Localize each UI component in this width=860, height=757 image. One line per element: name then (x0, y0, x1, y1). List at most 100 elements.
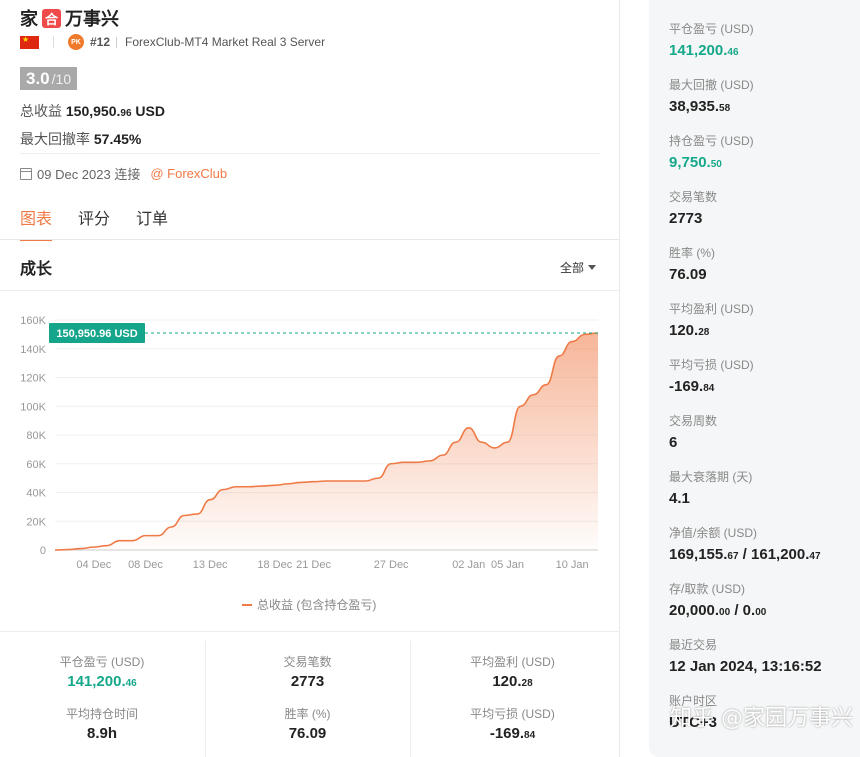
summary-value: 8.9h (86, 725, 117, 742)
range-dropdown[interactable]: 全部 (560, 259, 597, 276)
tab-chart[interactable]: 图表 (20, 205, 53, 241)
sidebar-stat-label: 持仓盈亏 (USD) (669, 134, 754, 148)
account-panel: 家 合 万事兴 PK #12 ForexClub-MT4 Market Real… (0, 0, 619, 757)
total-profit-label: 总收益 (20, 103, 62, 119)
connect-info: 09 Dec 2023 连接 @ ForexClub (20, 164, 227, 183)
summary-item: 交易笔数 2773 (206, 653, 409, 690)
china-flag-icon (20, 35, 39, 49)
y-tick-label: 100K (20, 401, 46, 413)
stats-sidebar: 平仓盈亏 (USD) 141,200.46 最大回撤 (USD) 38,935.58 持… (649, 0, 860, 757)
sidebar-stat-value: 38,935.58 (669, 98, 731, 115)
summary-value: 141,200.46 (67, 673, 137, 690)
summary-label: 平均持仓时间 (65, 707, 138, 721)
sidebar-stat: 净值/余额 (USD) 169,155.67 / 161,200.47 (669, 524, 821, 563)
sidebar-stat-value: 2773 (669, 210, 703, 227)
max-dd-value: 57.45% (93, 131, 142, 147)
sidebar-stat: 持仓盈亏 (USD) 9,750.50 (669, 132, 754, 171)
sidebar-stat-label: 平均盈利 (USD) (669, 302, 754, 316)
sidebar-stat: 交易周数 6 (669, 412, 717, 451)
account-meta: PK #12 ForexClub-MT4 Market Real 3 Serve… (20, 34, 325, 50)
sidebar-stat: 最近交易 12 Jan 2024, 13:16:52 (669, 636, 822, 675)
sidebar-stat-label: 最大衰落期 (天) (669, 470, 753, 484)
sidebar-stat-value: 169,155.67 / 161,200.47 (669, 546, 821, 563)
total-profit: 总收益 150,950.96 USD (20, 101, 165, 121)
y-tick-label: 0 (40, 545, 46, 557)
summary-label: 平仓盈亏 (USD) (59, 655, 145, 669)
sidebar-stat-value: 12 Jan 2024, 13:16:52 (669, 658, 822, 675)
range-dropdown-label: 全部 (560, 261, 585, 275)
sidebar-stat-label: 交易周数 (669, 414, 718, 428)
x-tick-label: 05 Jan (491, 559, 524, 571)
x-tick-label: 08 Dec (128, 559, 163, 571)
sidebar-stat: 账户时区 UTC+3 (669, 692, 717, 731)
sidebar-stat: 最大回撤 (USD) 38,935.58 (669, 76, 754, 115)
sidebar-stat: 平仓盈亏 (USD) 141,200.46 (669, 20, 754, 59)
summary-column: 交易笔数 2773 胜率 (%) 76.09 (205, 641, 409, 757)
rank-label: #12 (90, 35, 111, 49)
title-part-2: 万事兴 (65, 9, 119, 29)
summary-value: 76.09 (288, 725, 327, 742)
summary-label: 平均盈利 (USD) (470, 655, 555, 669)
calendar-icon (20, 167, 32, 180)
summary-item: 平仓盈亏 (USD) 141,200.46 (0, 653, 204, 690)
chevron-down-icon (588, 265, 597, 270)
sidebar-stat-value: 141,200.46 (669, 42, 739, 59)
x-tick-label: 21 Dec (296, 559, 331, 571)
server-name: ForexClub-MT4 Market Real 3 Server (125, 35, 326, 49)
legend-swatch (242, 603, 252, 606)
connect-date: 09 Dec 2023 连接 (37, 167, 141, 182)
divider (0, 239, 619, 240)
summary-value: 120.28 (492, 673, 533, 690)
y-tick-label: 40K (26, 488, 46, 500)
y-tick-label: 80K (26, 430, 46, 442)
total-profit-value: 150,950.96 USD (65, 103, 165, 119)
sidebar-stat: 胜率 (%) 76.09 (669, 244, 715, 283)
summary-grid: 平仓盈亏 (USD) 141,200.46 平均持仓时间 8.9h 交易笔数 2… (0, 641, 619, 757)
x-tick-label: 02 Jan (452, 559, 485, 571)
sidebar-stat-label: 最近交易 (669, 638, 718, 652)
summary-label: 胜率 (%) (284, 707, 331, 721)
account-title: 家 合 万事兴 (20, 5, 119, 31)
series-line (54, 332, 599, 551)
summary-item: 平均亏损 (USD) -169.84 (411, 705, 614, 742)
chart-legend[interactable]: 总收益 (包含持仓盈亏) (242, 596, 376, 613)
x-tick-label: 27 Dec (374, 559, 409, 571)
summary-item: 胜率 (%) 76.09 (206, 705, 409, 742)
sidebar-stat-label: 胜率 (%) (669, 246, 715, 260)
max-dd-label: 最大回撤率 (20, 131, 90, 147)
broker-link[interactable]: @ ForexClub (150, 166, 228, 181)
x-tick-label: 04 Dec (76, 559, 111, 571)
rating-value: 3.0 (26, 69, 50, 88)
sidebar-stat: 存/取款 (USD) 20,000.00 / 0.00 (669, 580, 766, 619)
sidebar-stat-value: 6 (669, 434, 678, 451)
tab-bar: 图表 评分 订单 (20, 205, 168, 241)
max-drawdown-rate: 最大回撤率 57.45% (20, 129, 141, 149)
x-tick-label: 13 Dec (193, 559, 228, 571)
y-tick-label: 140K (20, 344, 46, 356)
watermark: 知乎 @家园万事兴 (670, 706, 853, 731)
x-tick-label: 18 Dec (257, 559, 292, 571)
y-tick-label: 160K (20, 315, 46, 327)
divider (0, 290, 619, 291)
summary-item: 平均持仓时间 8.9h (0, 705, 204, 742)
sidebar-stat-value: 9,750.50 (669, 154, 722, 171)
sidebar-stat: 平均盈利 (USD) 120.28 (669, 300, 754, 339)
title-badge: 合 (42, 8, 61, 28)
sidebar-stat-label: 存/取款 (USD) (669, 582, 745, 596)
sidebar-stat-value: UTC+3 (669, 714, 717, 731)
rating-badge: 3.0 /10 (20, 67, 78, 90)
tab-orders[interactable]: 订单 (136, 211, 169, 228)
summary-value: 2773 (290, 673, 325, 690)
x-tick-label: 10 Jan (556, 559, 589, 571)
pk-icon[interactable]: PK (68, 34, 84, 50)
summary-column: 平均盈利 (USD) 120.28 平均亏损 (USD) -169.84 (410, 641, 614, 757)
sidebar-stat-value: 120.28 (669, 322, 710, 339)
tab-score[interactable]: 评分 (78, 211, 111, 228)
sidebar-stat: 交易笔数 2773 (669, 188, 717, 227)
sidebar-stat-label: 平仓盈亏 (USD) (669, 22, 754, 36)
sidebar-stat-label: 最大回撤 (USD) (669, 78, 754, 92)
y-tick-label: 120K (20, 373, 46, 385)
divider (619, 0, 620, 757)
series-area (55, 333, 598, 550)
divider (116, 36, 118, 48)
